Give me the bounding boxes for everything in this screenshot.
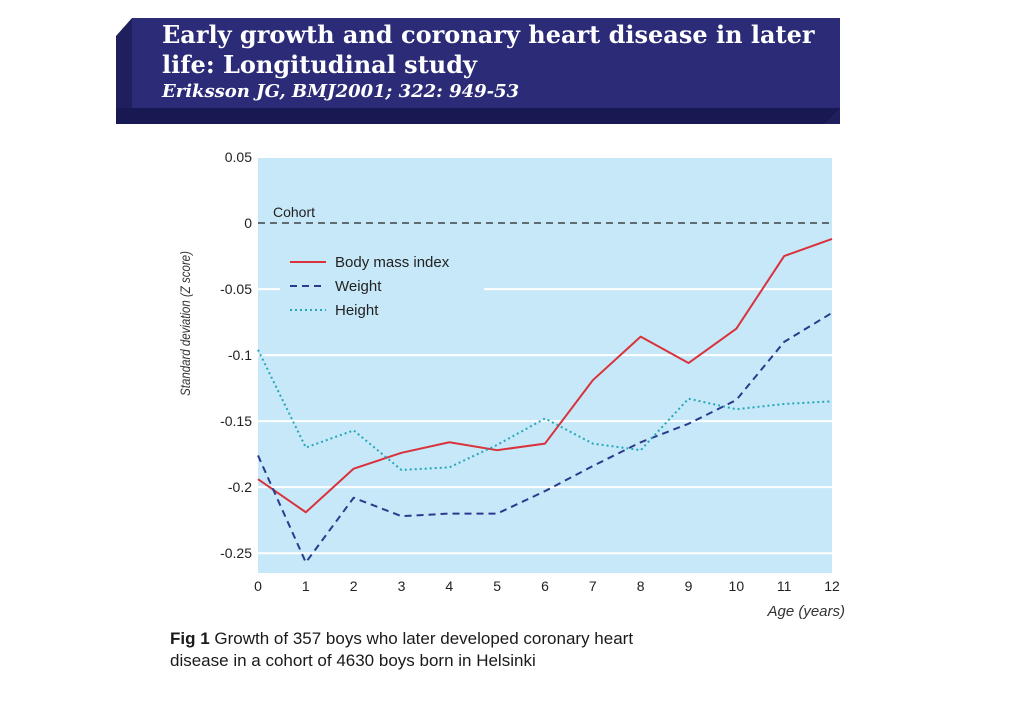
- series-line-body-mass-index: [257, 237, 833, 514]
- cohort-label: Cohort: [273, 204, 315, 220]
- legend-label-height: Height: [335, 302, 379, 319]
- y-axis-title: Standard deviation (Z score): [177, 251, 193, 396]
- x-tick-label: 4: [445, 578, 453, 594]
- x-tick-label: 12: [824, 578, 840, 594]
- y-tick-label: 0.05: [225, 149, 252, 165]
- plot-background: [258, 157, 832, 573]
- banner-shadow: [116, 108, 840, 124]
- caption-text: Growth of 357 boys who later developed c…: [214, 629, 634, 648]
- caption-text-2: disease in a cohort of 4630 boys born in…: [170, 651, 536, 670]
- x-tick-label: 8: [637, 578, 645, 594]
- x-tick-label: 6: [541, 578, 549, 594]
- y-tick-label: 0: [244, 215, 252, 231]
- x-tick-label: 3: [398, 578, 406, 594]
- x-tick-label: 2: [350, 578, 358, 594]
- caption-label: Fig 1: [170, 629, 210, 648]
- y-tick-label: -0.2: [228, 479, 252, 495]
- x-tick-label: 10: [729, 578, 745, 594]
- legend-label-body-mass-index: Body mass index: [335, 254, 450, 271]
- x-tick-label: 5: [493, 578, 501, 594]
- legend-label-weight: Weight: [335, 278, 382, 295]
- y-tick-label: -0.15: [220, 413, 252, 429]
- y-tick-label: -0.25: [220, 545, 252, 561]
- x-axis-title: Age (years): [766, 603, 845, 620]
- x-tick-label: 7: [589, 578, 597, 594]
- citation: Eriksson JG, BMJ2001; 322: 949-53: [162, 81, 520, 102]
- x-tick-label: 9: [685, 578, 693, 594]
- page-title-line-2: life: Longitudinal study: [162, 50, 477, 79]
- banner-face: [132, 18, 840, 108]
- x-tick-label: 1: [302, 578, 310, 594]
- y-tick-label: -0.1: [228, 347, 252, 363]
- title-block: Early growth and coronary heart disease …: [162, 20, 842, 104]
- y-tick-label: -0.05: [220, 281, 252, 297]
- title-banner: [116, 18, 840, 124]
- figure-caption: Fig 1 Growth of 357 boys who later devel…: [170, 628, 810, 672]
- page-title-line-1: Early growth and coronary heart disease …: [162, 20, 815, 49]
- x-tick-label: 0: [254, 578, 262, 594]
- x-tick-label: 11: [777, 578, 792, 594]
- series-line-weight: [257, 311, 833, 564]
